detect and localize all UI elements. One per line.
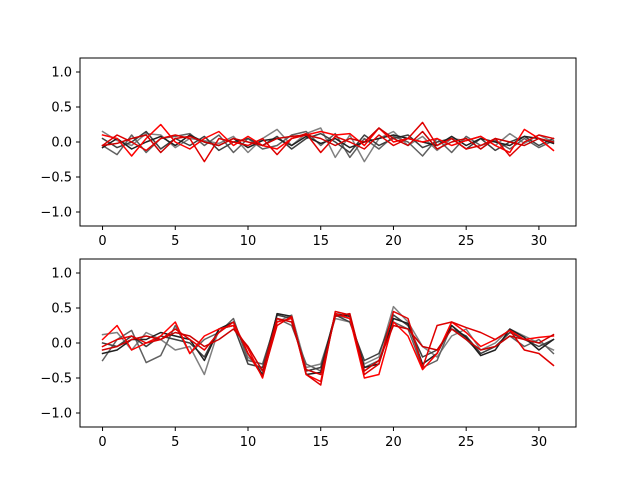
x-tick-label: 20 [385, 435, 402, 450]
axes-panel-1: 0 5 10 15 20 25 30 −1.0 −0.5 0.0 0.5 1.0 [40, 57, 577, 249]
y-tick-label: 1.0 [51, 66, 72, 81]
x-tick-label: 15 [312, 435, 329, 450]
x-tick-label: 0 [98, 435, 106, 450]
x-tick-label: 25 [458, 435, 475, 450]
x-tick-label: 30 [531, 234, 548, 249]
x-tick-label: 15 [312, 234, 329, 249]
x-tick-label: 25 [458, 234, 475, 249]
axes-panel-2: 0 5 10 15 20 25 30 −1.0 −0.5 0.0 0.5 1.0 [40, 258, 577, 450]
y-tick-label: 0.5 [51, 302, 72, 317]
y-tick-label: 0.0 [51, 337, 72, 352]
y-tick-label: 0.5 [51, 101, 72, 116]
x-tick-label: 0 [98, 234, 106, 249]
x-tick-label: 10 [240, 234, 257, 249]
x-tick-label: 20 [385, 234, 402, 249]
y-tick-label: 0.0 [51, 136, 72, 151]
series-line-6 [101, 121, 555, 163]
y-tick-label: −0.5 [40, 372, 72, 387]
x-tick-label: 30 [531, 435, 548, 450]
y-tick-label: −1.0 [40, 407, 72, 422]
y-tick-label: 1.0 [51, 267, 72, 282]
series-line-5 [101, 123, 555, 157]
series-line-7 [101, 127, 555, 154]
x-tick-label: 10 [240, 435, 257, 450]
series-line-7 [101, 312, 555, 376]
y-tick-label: −0.5 [40, 171, 72, 186]
y-tick-label: −1.0 [40, 206, 72, 221]
x-tick-label: 5 [171, 234, 179, 249]
x-tick-label: 5 [171, 435, 179, 450]
